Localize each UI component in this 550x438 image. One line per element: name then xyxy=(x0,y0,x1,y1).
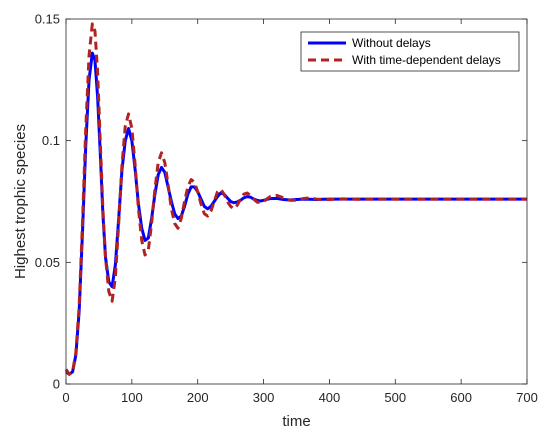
x-tick-label: 400 xyxy=(319,390,341,405)
y-axis-ticks: 0 0.05 0.1 0.15 xyxy=(35,12,527,392)
plot-area xyxy=(66,19,527,384)
x-tick-label: 200 xyxy=(187,390,209,405)
series-line-with-delays xyxy=(64,22,527,376)
x-axis-label: time xyxy=(282,413,310,430)
x-axis-ticks: 0 100 200 300 400 500 600 700 xyxy=(62,19,538,405)
y-tick-label: 0.1 xyxy=(42,133,60,148)
x-tick-label: 700 xyxy=(516,390,538,405)
legend-label-without-delays: Without delays xyxy=(352,36,431,50)
y-tick-label: 0 xyxy=(53,377,60,392)
series-layer xyxy=(64,22,527,376)
x-tick-label: 100 xyxy=(121,390,143,405)
x-tick-label: 300 xyxy=(253,390,275,405)
x-tick-label: 500 xyxy=(384,390,406,405)
legend-label-with-delays: With time-dependent delays xyxy=(352,53,501,67)
y-axis-label: Highest trophic species xyxy=(12,124,29,279)
y-tick-label: 0.15 xyxy=(35,12,60,27)
legend: Without delays With time-dependent delay… xyxy=(300,31,520,72)
x-tick-label: 600 xyxy=(450,390,472,405)
legend-box xyxy=(300,31,520,72)
x-tick-label: 0 xyxy=(62,390,69,405)
y-tick-label: 0.05 xyxy=(35,255,60,270)
plot-frame xyxy=(65,18,528,385)
